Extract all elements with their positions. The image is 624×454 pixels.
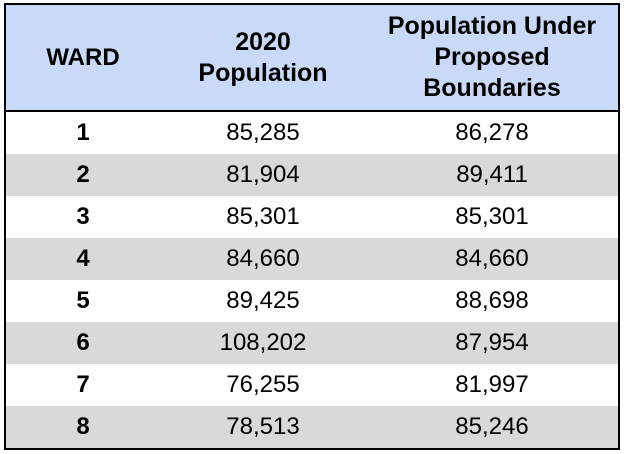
header-cell-proposed-population: Population Under Proposed Boundaries xyxy=(366,5,618,110)
table-row: 4 84,660 84,660 xyxy=(6,238,618,280)
table-row: 1 85,285 86,278 xyxy=(6,112,618,154)
population-2020-cell: 89,425 xyxy=(226,287,300,314)
population-proposed-cell: 88,698 xyxy=(455,287,529,314)
population-2020-cell: 78,513 xyxy=(226,413,300,440)
header-2020-population-label: 2020 Population xyxy=(198,27,328,87)
population-proposed-cell: 87,954 xyxy=(455,329,529,356)
population-2020-cell: 85,285 xyxy=(226,119,300,146)
ward-cell: 6 xyxy=(76,329,90,356)
header-ward-label: WARD xyxy=(46,44,120,71)
ward-cell: 4 xyxy=(76,245,90,272)
population-2020-cell: 108,202 xyxy=(219,329,307,356)
table-row: 6 108,202 87,954 xyxy=(6,322,618,364)
table-row: 8 78,513 85,246 xyxy=(6,406,618,448)
ward-cell: 5 xyxy=(76,287,90,314)
ward-cell: 2 xyxy=(76,161,90,188)
population-proposed-cell: 85,301 xyxy=(455,203,529,230)
population-2020-cell: 76,255 xyxy=(226,371,300,398)
header-cell-2020-population: 2020 Population xyxy=(160,5,366,110)
population-2020-cell: 84,660 xyxy=(226,245,300,272)
table-row: 5 89,425 88,698 xyxy=(6,280,618,322)
ward-cell: 3 xyxy=(76,203,90,230)
table-row: 3 85,301 85,301 xyxy=(6,196,618,238)
table-header-row: WARD 2020 Population Population Under Pr… xyxy=(6,5,618,112)
population-2020-cell: 81,904 xyxy=(226,161,300,188)
header-proposed-population-label: Population Under Proposed Boundaries xyxy=(387,12,597,102)
population-proposed-cell: 85,246 xyxy=(455,413,529,440)
population-proposed-cell: 81,997 xyxy=(455,371,529,398)
ward-cell: 8 xyxy=(76,413,90,440)
table-row: 2 81,904 89,411 xyxy=(6,154,618,196)
population-proposed-cell: 89,411 xyxy=(456,161,528,188)
table-row: 7 76,255 81,997 xyxy=(6,364,618,406)
population-proposed-cell: 84,660 xyxy=(455,245,529,272)
population-proposed-cell: 86,278 xyxy=(455,119,529,146)
header-cell-ward: WARD xyxy=(6,5,160,110)
population-2020-cell: 85,301 xyxy=(226,203,300,230)
ward-cell: 7 xyxy=(76,371,90,398)
ward-cell: 1 xyxy=(76,119,90,146)
ward-population-table: WARD 2020 Population Population Under Pr… xyxy=(4,3,620,450)
table-body: 1 85,285 86,278 2 81,904 89,411 3 85,301 85,301 4… xyxy=(6,112,618,448)
